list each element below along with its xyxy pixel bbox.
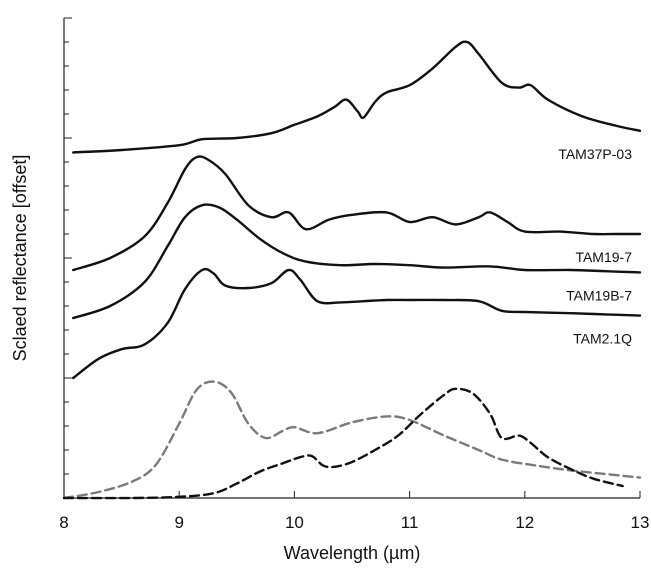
curve-label: TAM2.1Q — [573, 331, 632, 347]
series-line-tam37p-03 — [72, 40, 642, 154]
curve-label-layer: TAM37P-03 TAM19-7 TAM19B-7 TAM2.1Q — [558, 146, 632, 347]
y-tick-marks — [64, 17, 72, 499]
x-tick-label: 8 — [59, 513, 68, 532]
dashed-reference-line-4 — [62, 380, 642, 500]
series-line-tam2-1q — [72, 267, 642, 380]
series-layer — [62, 40, 642, 500]
x-tick-marks: 8 9 10 11 12 13 — [59, 491, 649, 532]
x-tick-label: 13 — [631, 513, 650, 532]
dashed-reference-line-5 — [62, 387, 624, 500]
series-line-tam19b-7 — [72, 203, 642, 320]
x-tick-label: 9 — [174, 513, 183, 532]
y-axis-title: Sclaed reflectance [offset] — [10, 155, 30, 362]
x-axis-title: Wavelength (µm) — [284, 543, 421, 563]
curve-label: TAM19-7 — [575, 249, 632, 265]
series-line-tam19-7 — [72, 155, 642, 272]
x-tick-label: 12 — [515, 513, 534, 532]
x-tick-label: 11 — [401, 513, 419, 532]
x-tick-label: 10 — [285, 513, 304, 532]
curve-label: TAM37P-03 — [558, 146, 632, 162]
curve-label: TAM19B-7 — [566, 287, 632, 303]
